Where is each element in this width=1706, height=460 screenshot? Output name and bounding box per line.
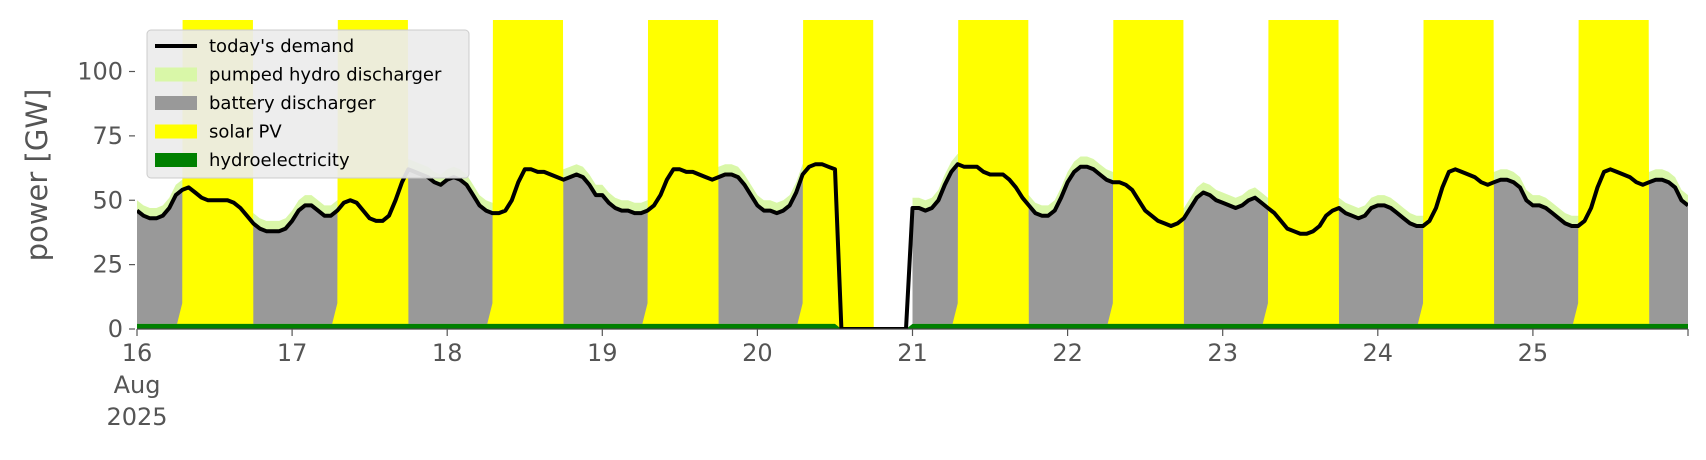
chart-axes: 0 25 50 75 100 16 Aug 2025 17 18 19 20 21 22 23 24 25 <box>77 58 1689 431</box>
demand-line <box>137 162 1688 329</box>
x-tick-label: 22 <box>1052 339 1083 367</box>
hydroelectricity-area <box>137 323 1688 329</box>
legend-label: hydroelectricity <box>209 150 350 171</box>
solar-area-9 <box>1416 20 1495 329</box>
x-tick-label: Aug <box>114 371 161 399</box>
x-tick-label: 20 <box>742 339 773 367</box>
solar-area-4 <box>641 20 719 329</box>
solar-area-10 <box>1571 20 1650 329</box>
chart-demand-layer <box>137 162 1688 329</box>
x-tick-label: 23 <box>1207 339 1238 367</box>
legend-swatch <box>155 124 197 139</box>
x-tick-label: 18 <box>432 339 463 367</box>
y-tick-label: 25 <box>92 251 123 279</box>
solar-area-5 <box>796 20 874 329</box>
legend-label: solar PV <box>209 122 282 143</box>
legend-box <box>146 29 470 179</box>
legend-label: today's demand <box>209 36 354 57</box>
x-tick-label: 16 <box>122 339 153 367</box>
chart-legend: today's demand pumped hydro discharger bat… <box>146 29 470 179</box>
y-tick-label: 0 <box>108 315 123 343</box>
y-tick-label: 50 <box>92 186 123 214</box>
solar-area-8 <box>1261 20 1340 329</box>
y-tick-label: 100 <box>77 58 123 86</box>
solar-area-7 <box>1106 20 1184 329</box>
x-tick-label: 2025 <box>106 403 167 431</box>
legend-swatch <box>155 96 197 110</box>
y-axis-label: power [GW] <box>20 89 54 262</box>
x-tick-label: 21 <box>897 339 928 367</box>
solar-area-3 <box>485 20 564 329</box>
x-tick-label: 25 <box>1518 339 1549 367</box>
x-tick-label: 24 <box>1363 339 1394 367</box>
legend-label: battery discharger <box>209 93 376 114</box>
legend-swatch <box>155 67 197 82</box>
legend-swatch <box>155 153 197 167</box>
x-tick-label: 17 <box>277 339 308 367</box>
x-tick-label: 19 <box>587 339 618 367</box>
legend-label: pumped hydro discharger <box>209 65 442 86</box>
y-tick-label: 75 <box>92 122 123 150</box>
